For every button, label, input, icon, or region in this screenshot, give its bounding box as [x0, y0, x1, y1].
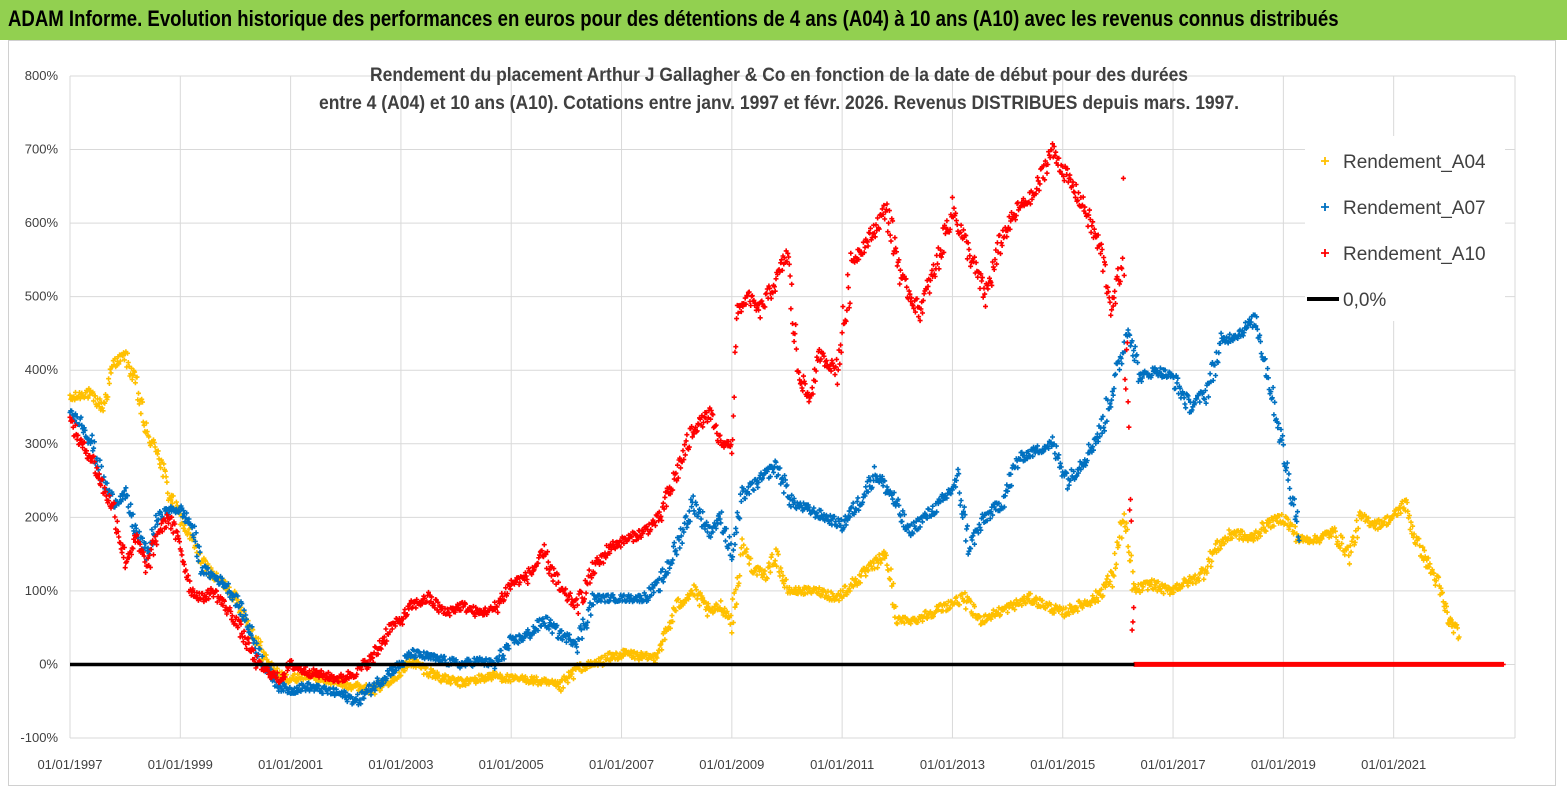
banner-title: ADAM Informe. Evolution historique des p…	[8, 6, 1339, 31]
data-markers	[67, 349, 1462, 697]
x-tick-label: 01/01/2003	[368, 757, 433, 772]
data-markers	[67, 312, 1302, 708]
y-tick-label: 400%	[25, 362, 59, 377]
y-tick-label: 500%	[25, 289, 59, 304]
y-tick-label: -100%	[20, 730, 58, 745]
series-rendement-a07	[67, 312, 1302, 708]
x-tick-label: 01/01/2021	[1361, 757, 1426, 772]
x-tick-label: 01/01/1999	[148, 757, 213, 772]
y-tick-label: 700%	[25, 142, 59, 157]
x-tick-label: 01/01/2007	[589, 757, 654, 772]
legend-plus-marker	[1321, 203, 1329, 211]
legend-box	[1305, 136, 1505, 321]
y-tick-label: 600%	[25, 215, 59, 230]
y-tick-label: 800%	[25, 68, 59, 83]
x-tick-label: 01/01/2015	[1030, 757, 1095, 772]
y-tick-label: 0%	[39, 656, 58, 671]
y-tick-label: 300%	[25, 436, 59, 451]
series-rendement-a10	[67, 141, 1506, 686]
chart-title-line: Rendement du placement Arthur J Gallaghe…	[370, 65, 1188, 86]
legend-plus-marker	[1321, 249, 1329, 257]
x-tick-label: 01/01/2017	[1141, 757, 1206, 772]
legend-label: Rendement_A10	[1343, 244, 1486, 265]
data-markers	[67, 141, 1506, 686]
legend-label: Rendement_A04	[1343, 152, 1486, 173]
legend-label: 0,0%	[1343, 290, 1386, 311]
legend-label: Rendement_A07	[1343, 198, 1486, 219]
x-tick-label: 01/01/2019	[1251, 757, 1316, 772]
x-tick-label: 01/01/2005	[479, 757, 544, 772]
chart-area: -100% 0% 100% 200% 300% 400% 500% 600% 700% 800% 0…	[8, 40, 1556, 786]
x-tick-label: 01/01/2011	[810, 757, 874, 772]
x-tick-label: 01/01/2009	[699, 757, 764, 772]
x-tick-label: 01/01/2001	[258, 757, 323, 772]
header-banner: ADAM Informe. Evolution historique des p…	[0, 0, 1567, 40]
x-tick-label: 01/01/2013	[920, 757, 985, 772]
y-tick-label: 200%	[25, 509, 59, 524]
x-tick-label: 01/01/1997	[37, 757, 102, 772]
chart-svg: -100% 0% 100% 200% 300% 400% 500% 600% 700% 800% 0…	[20, 65, 1516, 772]
chart-title-line: entre 4 (A04) et 10 ans (A10). Cotations…	[319, 93, 1239, 114]
y-tick-label: 100%	[25, 583, 59, 598]
legend-plus-marker	[1321, 157, 1329, 165]
series-rendement-a04	[67, 349, 1462, 697]
